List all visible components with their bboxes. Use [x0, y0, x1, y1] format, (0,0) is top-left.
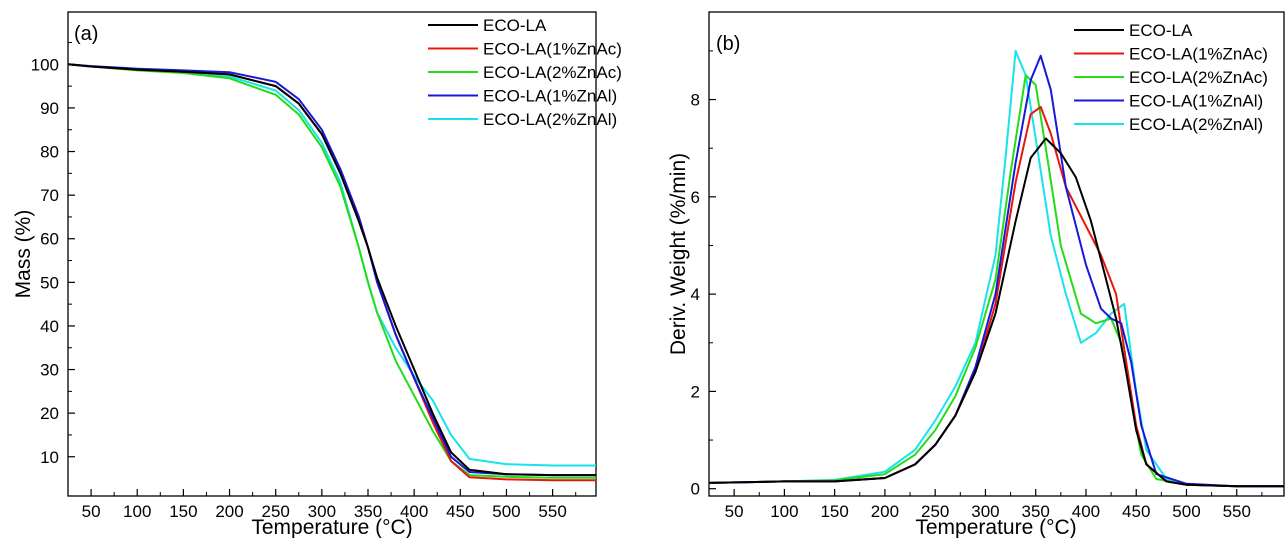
x-tick-label: 150 — [820, 502, 848, 521]
x-tick-label: 50 — [725, 502, 744, 521]
plot-frame-a — [67, 11, 597, 497]
y-tick-label: 70 — [40, 186, 59, 205]
x-axis-label-b: Temperature (°C) — [915, 516, 1076, 538]
x-tick-label: 150 — [169, 502, 197, 521]
legend-label: ECO-LA(1%ZnAc) — [1129, 45, 1268, 64]
x-tick-label: 450 — [446, 502, 474, 521]
x-tick-label: 350 — [1022, 502, 1050, 521]
y-tick-label: 20 — [40, 404, 59, 423]
y-tick-label: 30 — [40, 361, 59, 380]
y-tick-label: 4 — [691, 285, 700, 304]
y-tick-label: 80 — [40, 143, 59, 162]
x-tick-label: 550 — [538, 502, 566, 521]
legend-label: ECO-LA — [1129, 21, 1193, 40]
panel-label-a: (a) — [74, 23, 98, 45]
legend-a: ECO-LA ECO-LA(1%ZnAc) ECO-LA(2%ZnAc) ECO-LA… — [428, 16, 622, 129]
y-axis-label-a: Mass (%) — [12, 210, 35, 299]
x-tick-label: 200 — [871, 502, 899, 521]
x-tick-label: 550 — [1223, 502, 1251, 521]
series-line-4 — [708, 49, 1284, 488]
series-line-1 — [708, 105, 1284, 488]
y-axis-label-b: Deriv. Weight (%/min) — [667, 153, 690, 355]
series-line-2 — [67, 63, 596, 479]
y-tick-label: 2 — [691, 382, 700, 401]
panel-label-b: (b) — [716, 33, 740, 55]
x-tick-label: 200 — [215, 502, 243, 521]
legend-label: ECO-LA — [483, 16, 547, 35]
y-tick-label: 10 — [40, 448, 59, 467]
x-tick-label: 50 — [82, 502, 101, 521]
x-tick-label: 300 — [971, 502, 999, 521]
y-tick-label: 60 — [40, 230, 59, 249]
series-line-2 — [708, 74, 1284, 488]
legend-b: ECO-LA ECO-LA(1%ZnAc) ECO-LA(2%ZnAc) ECO-LA… — [1074, 21, 1268, 134]
y-tick-label: 100 — [31, 55, 59, 74]
x-tick-label: 100 — [770, 502, 798, 521]
panel-a: (a) 50 100 150 200 250 300 350 400 450 500 550 10 20… — [12, 11, 622, 538]
y-tick-label: 8 — [691, 91, 700, 110]
ticks-a: 50 100 150 200 250 300 350 400 450 500 550 10 20 30 40… — [31, 42, 577, 521]
legend-label: ECO-LA(1%ZnAl) — [483, 87, 617, 106]
y-tick-label: 0 — [691, 480, 700, 499]
series-line-0 — [67, 63, 596, 477]
x-tick-label: 250 — [921, 502, 949, 521]
legend-label: ECO-LA(2%ZnAc) — [1129, 68, 1268, 87]
y-tick-label: 50 — [40, 273, 59, 292]
plot-frame-b — [708, 11, 1285, 497]
ticks-b: 50 100 150 200 250 300 350 400 450 500 550 0 2 4 6 8 — [691, 50, 1263, 521]
x-tick-label: 100 — [123, 502, 151, 521]
x-tick-label: 400 — [1072, 502, 1100, 521]
legend-label: ECO-LA(2%ZnAl) — [1129, 115, 1263, 134]
y-tick-label: 90 — [40, 99, 59, 118]
x-tick-label: 350 — [354, 502, 382, 521]
x-tick-label: 400 — [400, 502, 428, 521]
x-tick-label: 500 — [492, 502, 520, 521]
series-lines-b — [708, 49, 1284, 488]
x-tick-label: 450 — [1122, 502, 1150, 521]
panel-b: (b) 50 100 150 200 250 300 350 400 450 500 550 0 2 4 6… — [667, 11, 1285, 538]
series-line-0 — [708, 137, 1284, 488]
x-axis-label-a: Temperature (°C) — [251, 516, 412, 538]
x-tick-label: 300 — [308, 502, 336, 521]
legend-label: ECO-LA(1%ZnAl) — [1129, 92, 1263, 111]
legend-label: ECO-LA(1%ZnAc) — [483, 40, 622, 59]
y-tick-label: 40 — [40, 317, 59, 336]
y-tick-label: 6 — [691, 188, 700, 207]
x-tick-label: 500 — [1172, 502, 1200, 521]
series-lines-a — [67, 63, 596, 482]
legend-label: ECO-LA(2%ZnAc) — [483, 63, 622, 82]
x-tick-label: 250 — [262, 502, 290, 521]
legend-label: ECO-LA(2%ZnAl) — [483, 110, 617, 129]
